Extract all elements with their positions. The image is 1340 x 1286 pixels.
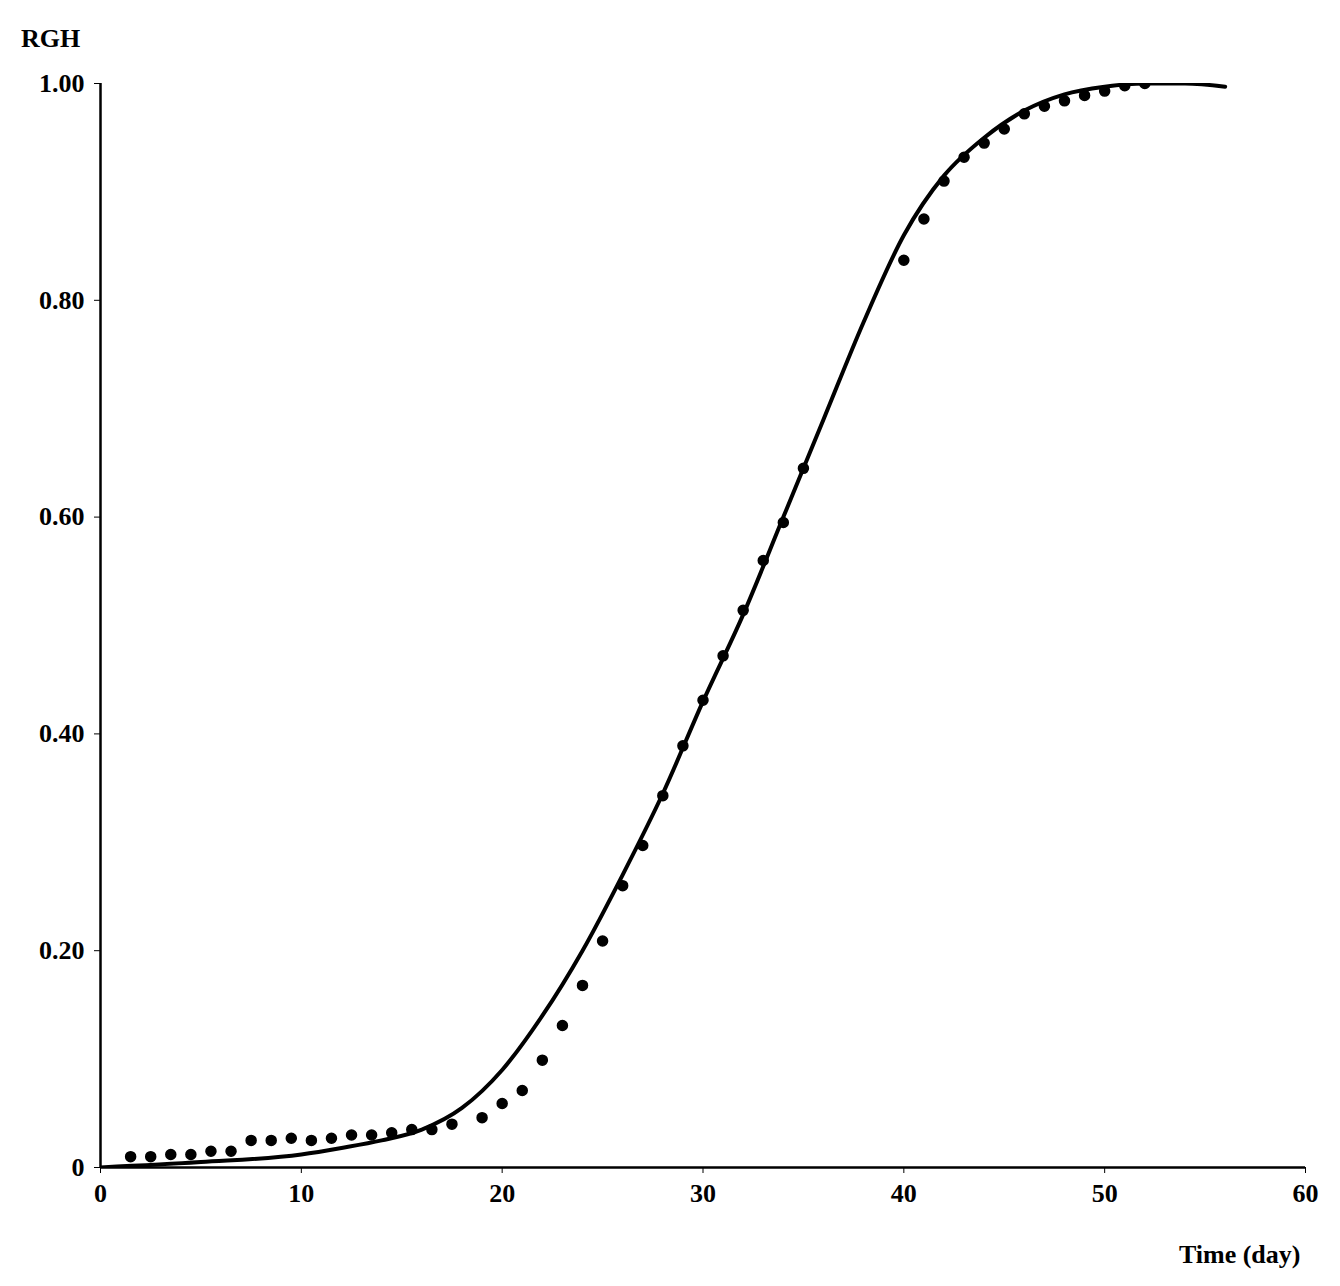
svg-text:0.60: 0.60 [39,502,85,531]
svg-text:0: 0 [94,1179,107,1208]
svg-text:10: 10 [288,1179,314,1208]
svg-text:60: 60 [1293,1179,1319,1208]
svg-text:0.20: 0.20 [39,936,85,965]
svg-text:RGH: RGH [21,24,80,53]
svg-text:0.80: 0.80 [39,286,85,315]
svg-text:0.40: 0.40 [39,719,85,748]
svg-text:40: 40 [891,1179,917,1208]
svg-text:0: 0 [72,1153,85,1182]
svg-text:30: 30 [690,1179,716,1208]
svg-text:20: 20 [489,1179,515,1208]
svg-text:1.00: 1.00 [39,69,85,98]
svg-text:50: 50 [1092,1179,1118,1208]
svg-text:Time (day): Time (day) [1179,1240,1301,1269]
